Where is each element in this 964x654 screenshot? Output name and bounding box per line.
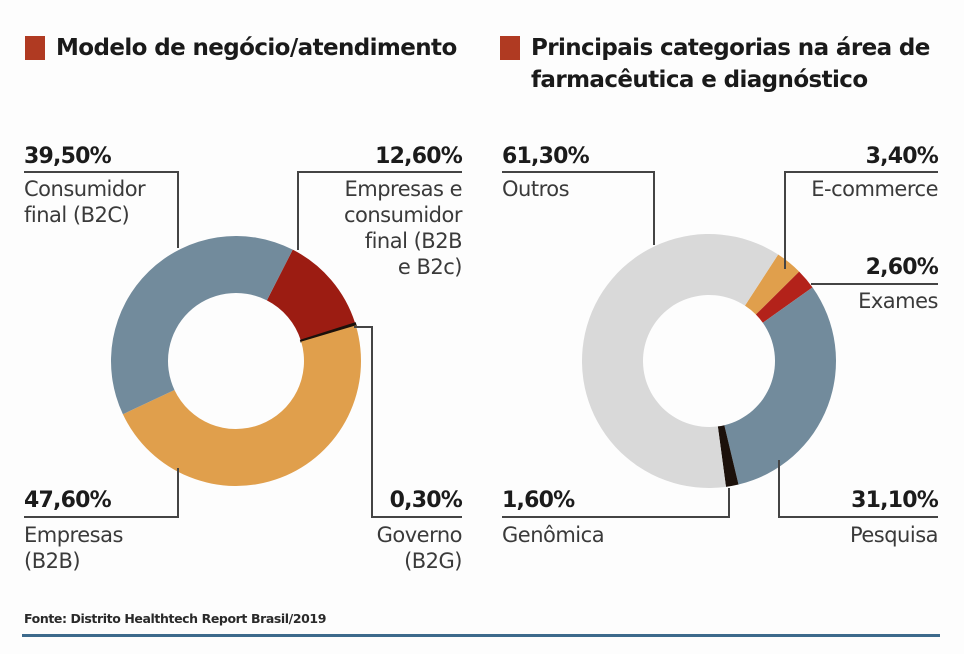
donut-slice-e-commerce [744,254,800,315]
category-label-b2b: Empresas (B2B) [24,523,123,573]
leader-line-pesquisa [778,460,938,518]
chart-title-line-2: farmacêutica e diagnóstico [531,67,868,93]
donut-slice-empresas-b2b [122,325,361,486]
category-label-pesquisa: Pesquisa [849,523,939,547]
value-label-ecommerce: 3,40% [865,144,939,169]
category-label-genomica: Genômica [502,523,605,547]
leader-line-b2b-b2c [297,171,462,250]
source-note: Fonte: Distrito Healthtech Report Brasil… [24,611,327,626]
leader-line-genomica [502,488,730,518]
title-marker-square [500,36,520,60]
leader-line-b2b [24,468,179,518]
value-label-exames: 2,60% [865,255,939,280]
leader-line-b2g [354,326,462,518]
title-marker-square [25,36,45,60]
leader-line-outros [502,171,655,245]
donut-slice-empresas-e-consumidor-final-b2b-e-b2c [266,249,356,341]
donut-pharma-categories [582,234,836,488]
category-label-b2c: Consumidor final (B2C) [24,177,146,227]
value-label-b2b-b2c: 12,60% [375,144,463,169]
value-label-genomica: 1,60% [502,488,575,513]
category-label-b2g: Governo (B2G) [376,523,463,573]
donut-business-model [111,236,361,486]
leader-line-ecommerce [784,171,938,269]
chart-title-pharma-categories: Principais categorias na área de farmacê… [500,32,930,96]
leader-lines [24,171,938,518]
donut-slice-outros [582,234,779,488]
category-label-outros: Outros [502,177,570,201]
donut-slice-consumidor-final-b2c [111,236,293,415]
chart-title-business-model: Modelo de negócio/atendimento [25,32,457,64]
value-label-outros: 61,30% [502,144,590,169]
value-label-pesquisa: 31,10% [851,488,939,513]
donut-slice-pesquisa [724,287,836,485]
chart-title-text: Modelo de negócio/atendimento [56,35,457,61]
chart-title-line-1: Principais categorias na área de [531,35,930,61]
value-label-b2g: 0,30% [389,488,463,513]
category-label-b2b-b2c: Empresas e consumidor final (B2B e B2c) [343,177,463,279]
value-label-b2b: 47,60% [24,488,112,513]
category-label-ecommerce: E-commerce [811,177,938,201]
category-label-exames: Exames [858,289,938,313]
value-label-b2c: 39,50% [24,144,112,169]
donut-slice-governo-b2g [299,322,357,343]
leader-line-b2c [24,171,179,248]
donut-slice-gen-mica [717,425,739,487]
donut-slice-exames [755,271,813,323]
bottom-rule [22,634,940,637]
